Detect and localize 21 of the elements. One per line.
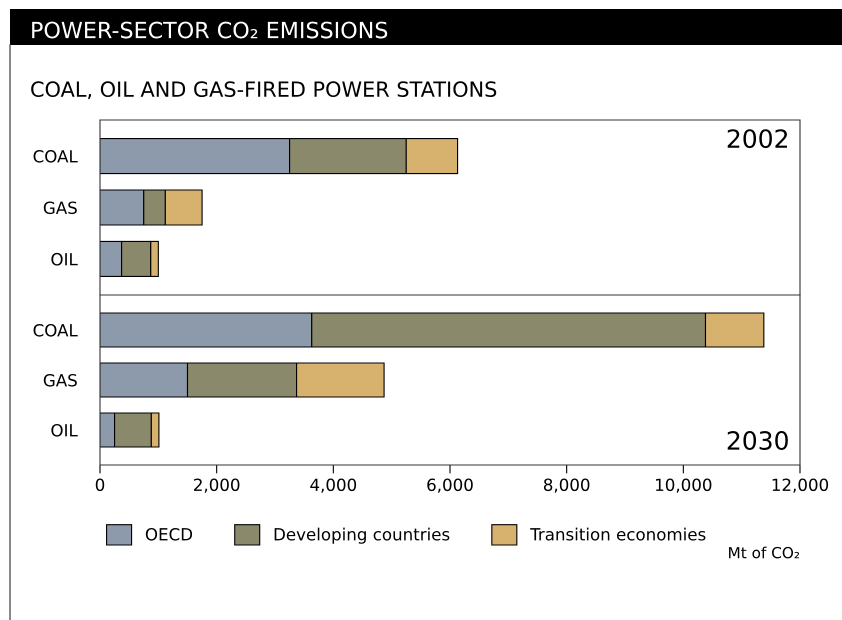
- y-tick-label: COAL: [34, 150, 78, 163]
- x-tick-label: 2,000: [194, 478, 240, 493]
- legend-label: OECD: [146, 528, 192, 541]
- y-tick-label: GAS: [44, 374, 77, 387]
- x-tick-label: 10,000: [656, 478, 712, 493]
- y-tick-label: OIL: [51, 252, 78, 266]
- x-tick-label: 6,000: [427, 478, 473, 493]
- chart-title: POWER-SECTOR CO₂ EMISSIONS: [32, 22, 388, 38]
- x-tick-label: 4,000: [310, 478, 356, 493]
- legend-label: Developing countries: [274, 528, 450, 544]
- y-tick-label: OIL: [51, 424, 78, 437]
- annotation: 2030: [728, 431, 788, 450]
- annotation: 2002: [728, 129, 787, 148]
- legend-label: Transition economies: [530, 528, 706, 541]
- x-axis-title: Mt of CO₂: [729, 546, 800, 558]
- x-tick-label: 0: [96, 478, 104, 492]
- y-tick-label: COAL: [34, 324, 78, 337]
- chart-subtitle: COAL, OIL AND GAS-FIRED POWER STATIONS: [31, 81, 496, 100]
- x-tick-label: 12,000: [772, 478, 828, 493]
- x-tick-label: 8,000: [544, 478, 590, 493]
- y-tick-label: GAS: [44, 201, 77, 214]
